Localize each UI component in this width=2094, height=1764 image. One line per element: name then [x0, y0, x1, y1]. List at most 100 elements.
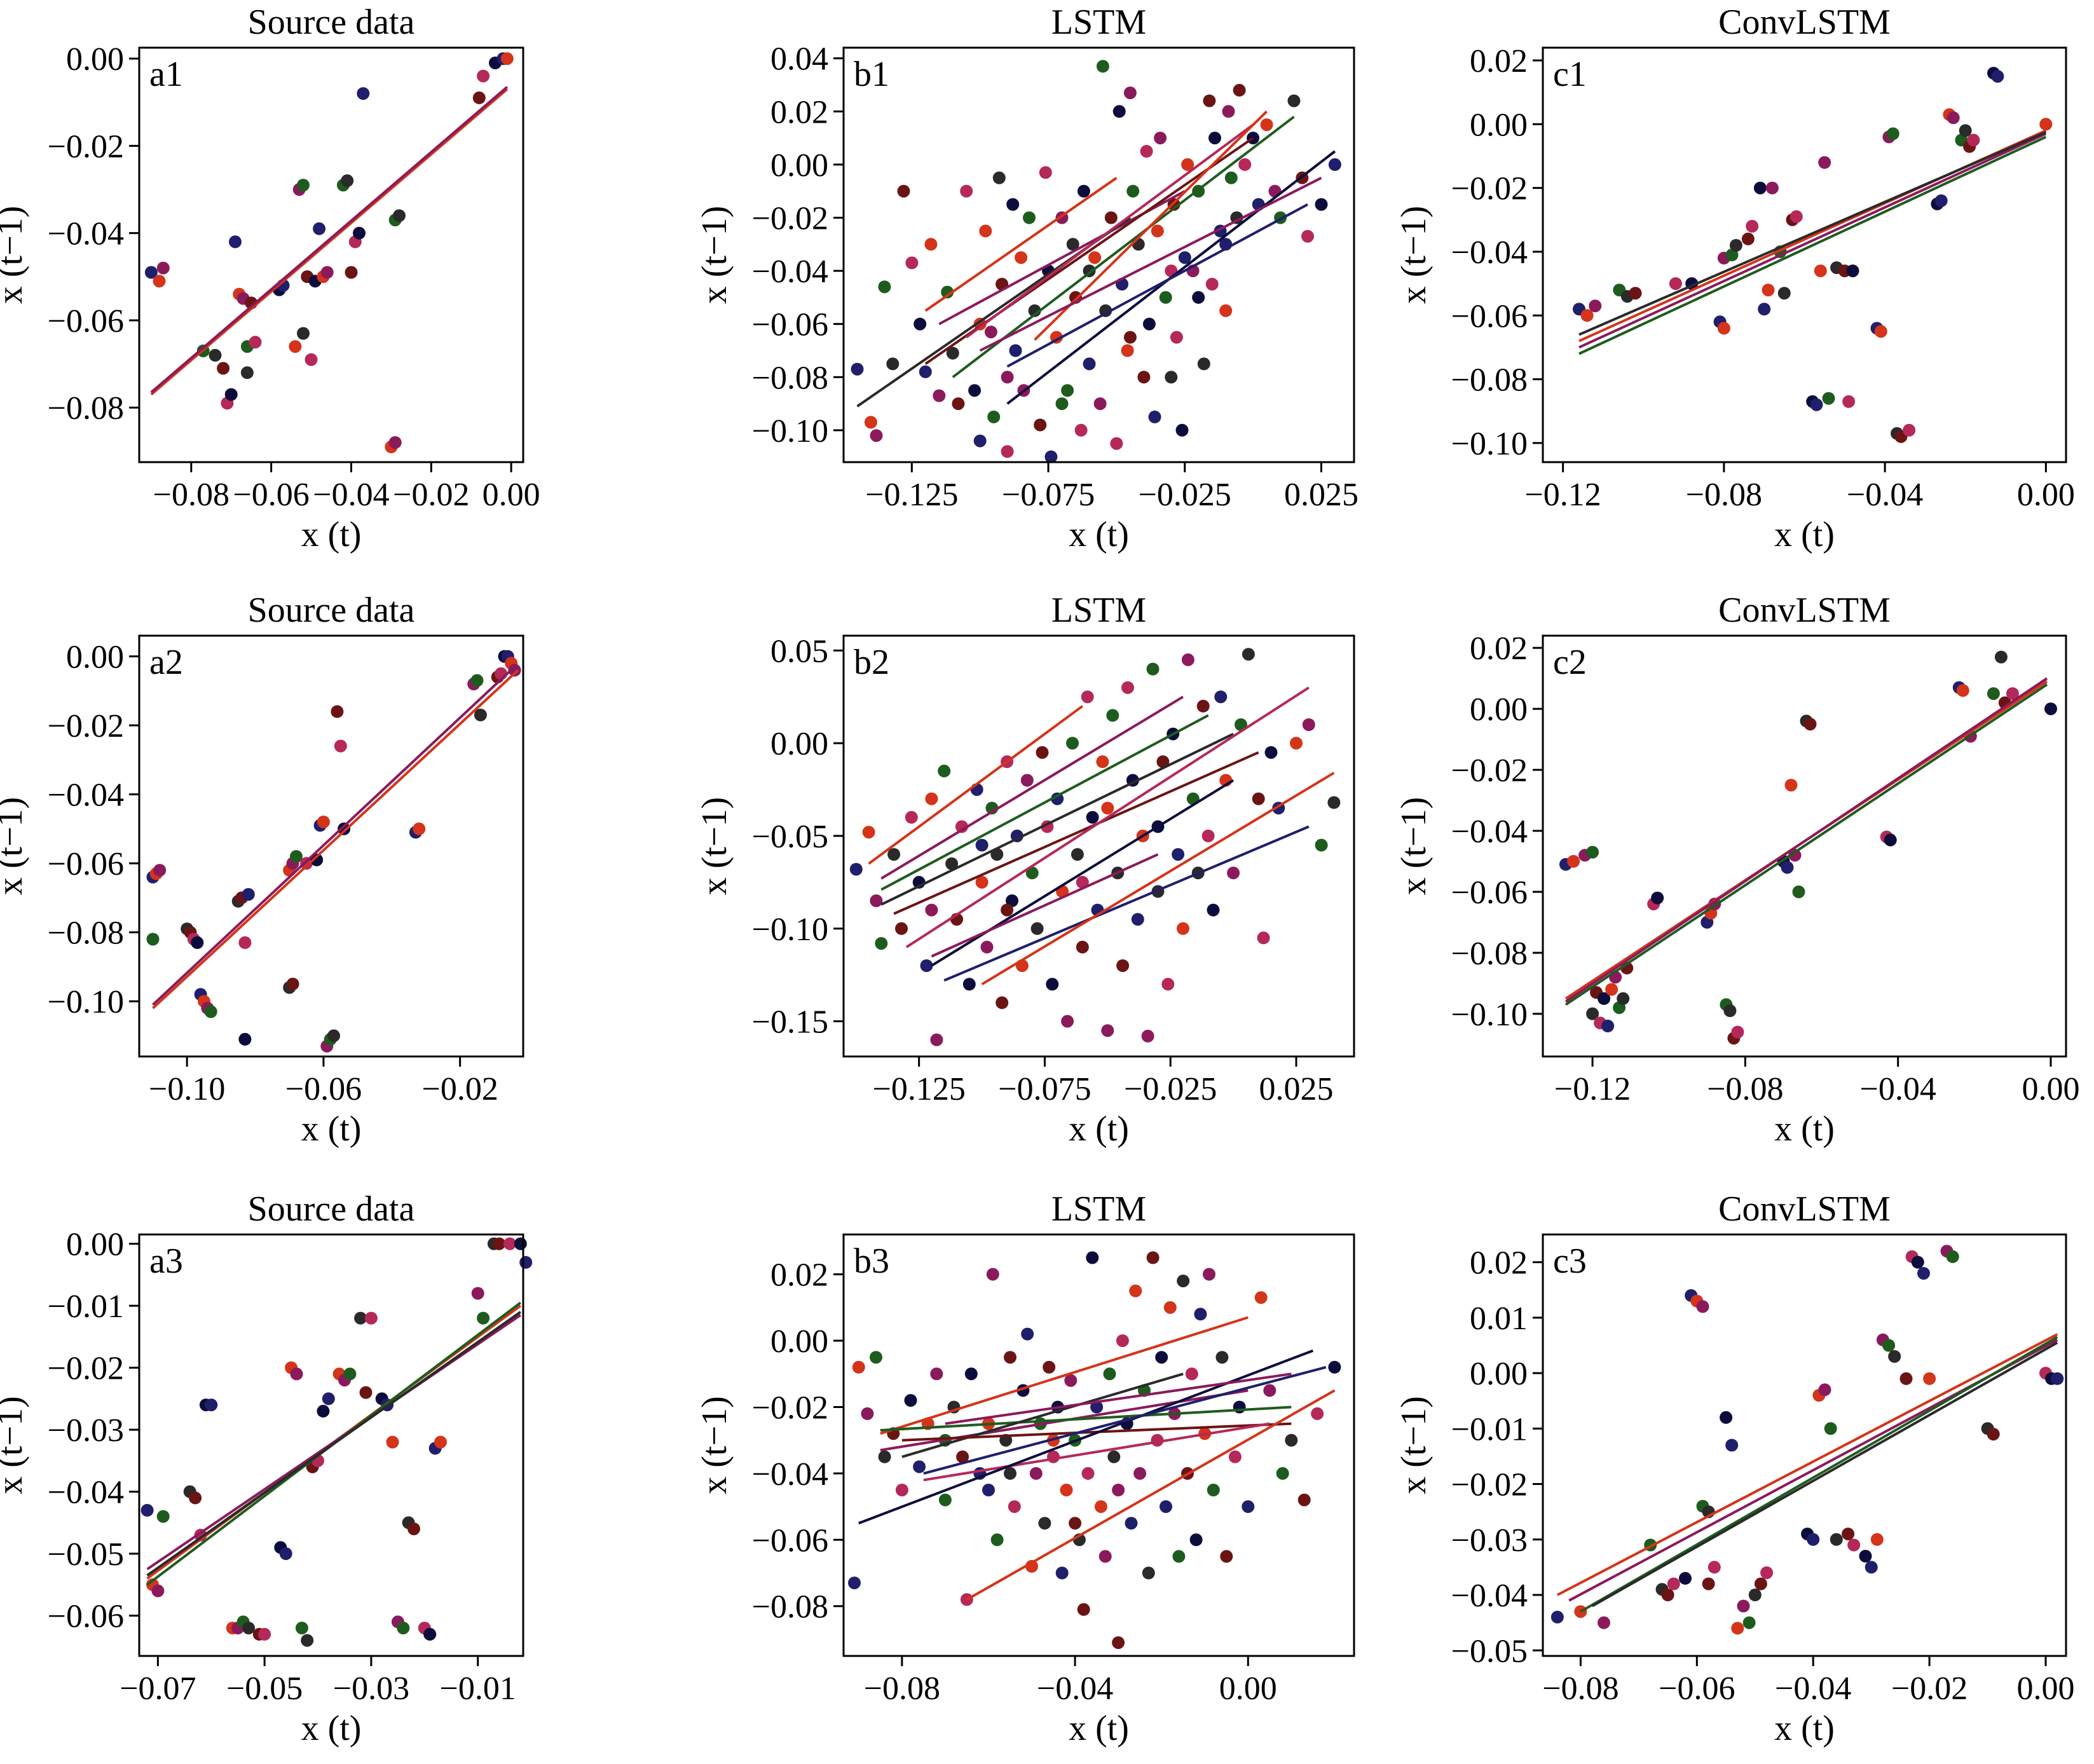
data-point — [1987, 1428, 2000, 1441]
y-tick-label: 0.00 — [66, 1227, 124, 1263]
data-point — [290, 850, 303, 863]
y-tick-label: −0.08 — [752, 1589, 828, 1625]
data-point — [1106, 709, 1119, 722]
data-point — [407, 1522, 420, 1536]
data-point — [1758, 303, 1771, 316]
x-axis-label: x (t) — [1069, 1109, 1129, 1149]
data-point — [1103, 1367, 1116, 1381]
data-point — [1227, 866, 1240, 880]
data-point — [941, 285, 954, 299]
data-point — [258, 1627, 271, 1641]
x-tick-label: −0.075 — [1002, 477, 1095, 513]
data-point — [1074, 423, 1088, 437]
y-tick-label: −0.04 — [48, 216, 124, 252]
x-tick-label: −0.04 — [1847, 477, 1923, 513]
data-point — [1112, 1636, 1125, 1650]
data-point — [1137, 371, 1151, 384]
y-axis-label: x (t−1) — [1394, 797, 1434, 895]
y-tick-label: −0.05 — [752, 819, 828, 855]
data-point — [1842, 395, 1856, 408]
data-point — [1104, 211, 1118, 224]
data-point — [1731, 1622, 1744, 1635]
data-point — [238, 936, 252, 949]
panel-b3: LSTM −0.08 −0.04 0.00 0.02 0.00 −0.02 −0.04 −0.0… — [695, 1189, 1355, 1748]
data-point — [1276, 1467, 1289, 1480]
data-point — [1025, 866, 1039, 880]
data-point — [984, 325, 997, 339]
data-point — [1156, 755, 1170, 769]
x-tick-label: −0.06 — [285, 1071, 362, 1107]
x-tick-label: −0.10 — [149, 1071, 225, 1107]
x-axis-label: x (t) — [301, 515, 362, 554]
data-point — [904, 1394, 917, 1407]
data-point — [1215, 1351, 1229, 1364]
panel-b1: LSTM −0.125 −0.075 −0.025 0.025 0.04 0.02 0.00 −… — [695, 3, 1358, 554]
data-point — [1598, 1616, 1610, 1629]
data-point — [357, 87, 370, 100]
y-tick-label: 0.02 — [1470, 1245, 1528, 1282]
data-point — [946, 346, 959, 360]
data-point — [905, 810, 918, 824]
x-tick-label: −0.04 — [1037, 1671, 1113, 1707]
data-point — [2039, 118, 2053, 131]
y-tick-label: −0.06 — [48, 1599, 124, 1635]
data-point — [973, 434, 987, 448]
data-point — [1140, 145, 1153, 158]
x-axis-label: x (t) — [301, 1109, 362, 1149]
data-point — [862, 826, 875, 839]
data-point — [1788, 849, 1802, 862]
fit-line — [924, 177, 1118, 312]
data-point — [1116, 959, 1130, 973]
data-point — [1192, 291, 1205, 304]
data-point — [1888, 1350, 1901, 1363]
plot-frame — [842, 634, 1355, 1058]
fit-line — [1578, 132, 2047, 349]
data-point — [156, 261, 170, 275]
data-point — [1219, 304, 1233, 317]
data-point — [388, 436, 402, 449]
data-point — [1125, 1517, 1138, 1530]
data-point — [1923, 1372, 1936, 1385]
data-point — [925, 792, 938, 805]
fit-line — [1564, 677, 2048, 1003]
data-point — [870, 1351, 882, 1364]
y-tick-label: 0.00 — [770, 147, 828, 184]
data-point — [1083, 357, 1096, 371]
data-point — [1006, 198, 1020, 211]
panel-a2: Source data −0.10 −0.06 −0.02 0.00 −0.02 −0.04… — [0, 591, 524, 1149]
data-point — [209, 348, 222, 362]
data-point — [1196, 699, 1210, 713]
data-point — [897, 184, 910, 198]
data-point — [1148, 410, 1161, 423]
data-point — [1777, 287, 1791, 300]
data-point — [1946, 1250, 1959, 1263]
y-axis-label: x (t−1) — [0, 1396, 30, 1494]
data-point — [1238, 158, 1252, 171]
data-point — [1004, 1351, 1016, 1364]
plot-frame — [138, 46, 524, 463]
data-point — [987, 410, 1001, 423]
data-point — [286, 978, 299, 990]
y-tick-label: 0.00 — [66, 639, 124, 676]
y-tick-label: −0.04 — [48, 777, 124, 814]
data-point — [1669, 277, 1682, 291]
data-point — [1086, 1251, 1099, 1264]
data-point — [249, 336, 262, 349]
data-point — [301, 1634, 314, 1647]
data-point — [1123, 331, 1137, 344]
data-point — [1886, 127, 1899, 140]
data-point — [1107, 1450, 1121, 1463]
data-point — [140, 1503, 154, 1517]
data-point — [1043, 1360, 1056, 1374]
data-point — [1789, 210, 1803, 223]
panel-label: a3 — [149, 1241, 183, 1281]
x-tick-label: 0.00 — [482, 477, 540, 513]
fit-line — [1580, 1336, 2058, 1613]
y-axis-label: x (t−1) — [0, 206, 30, 304]
y-tick-label: −0.06 — [48, 846, 124, 882]
y-tick-label: −0.06 — [48, 303, 124, 339]
panel-title: ConvLSTM — [1718, 591, 1891, 630]
y-tick-label: −0.15 — [752, 1004, 828, 1041]
data-point — [1287, 94, 1301, 107]
data-point — [1707, 1561, 1721, 1574]
